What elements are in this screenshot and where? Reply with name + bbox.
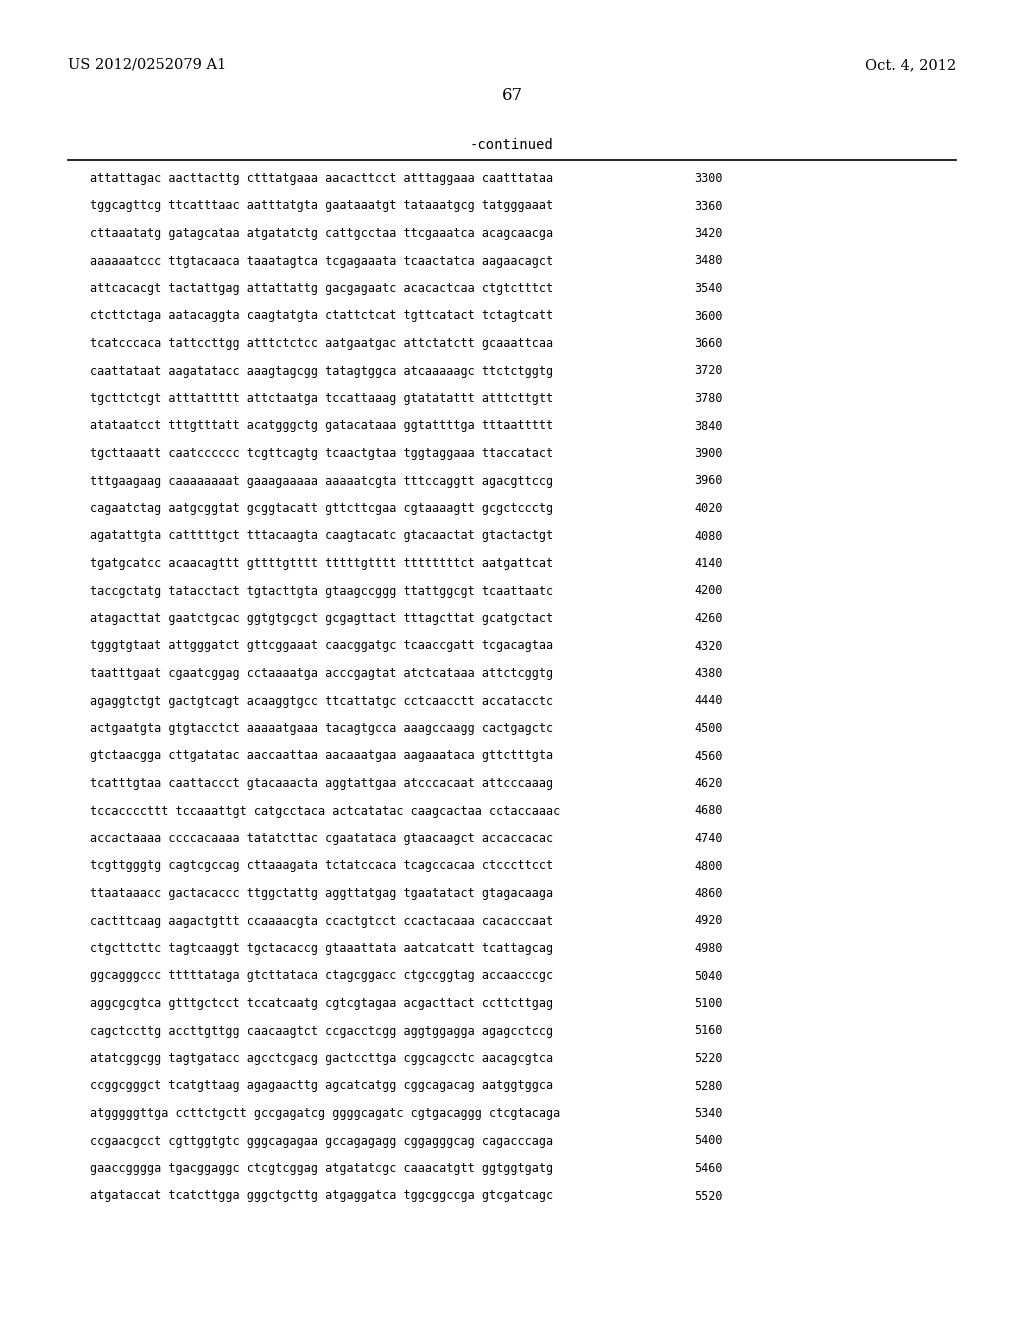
Text: cagaatctag aatgcggtat gcggtacatt gttcttcgaa cgtaaaagtt gcgctccctg: cagaatctag aatgcggtat gcggtacatt gttcttc… bbox=[90, 502, 553, 515]
Text: 4620: 4620 bbox=[694, 777, 723, 789]
Text: gtctaacgga cttgatatac aaccaattaa aacaaatgaa aagaaataca gttctttgta: gtctaacgga cttgatatac aaccaattaa aacaaat… bbox=[90, 750, 553, 763]
Text: 4200: 4200 bbox=[694, 585, 723, 598]
Text: atatcggcgg tagtgatacc agcctcgacg gactccttga cggcagcctc aacagcgtca: atatcggcgg tagtgatacc agcctcgacg gactcct… bbox=[90, 1052, 553, 1065]
Text: ccggcgggct tcatgttaag agagaacttg agcatcatgg cggcagacag aatggtggca: ccggcgggct tcatgttaag agagaacttg agcatca… bbox=[90, 1080, 553, 1093]
Text: 4980: 4980 bbox=[694, 942, 723, 954]
Text: 5100: 5100 bbox=[694, 997, 723, 1010]
Text: accactaaaa ccccacaaaa tatatcttac cgaatataca gtaacaagct accaccacac: accactaaaa ccccacaaaa tatatcttac cgaatat… bbox=[90, 832, 553, 845]
Text: -continued: -continued bbox=[470, 139, 554, 152]
Text: 5340: 5340 bbox=[694, 1107, 723, 1119]
Text: 5040: 5040 bbox=[694, 969, 723, 982]
Text: 3600: 3600 bbox=[694, 309, 723, 322]
Text: 3660: 3660 bbox=[694, 337, 723, 350]
Text: tggcagttcg ttcatttaac aatttatgta gaataaatgt tataaatgcg tatgggaaat: tggcagttcg ttcatttaac aatttatgta gaataaa… bbox=[90, 199, 553, 213]
Text: ctcttctaga aatacaggta caagtatgta ctattctcat tgttcatact tctagtcatt: ctcttctaga aatacaggta caagtatgta ctattct… bbox=[90, 309, 553, 322]
Text: ctgcttcttc tagtcaaggt tgctacaccg gtaaattata aatcatcatt tcattagcag: ctgcttcttc tagtcaaggt tgctacaccg gtaaatt… bbox=[90, 942, 553, 954]
Text: 5520: 5520 bbox=[694, 1189, 723, 1203]
Text: 5220: 5220 bbox=[694, 1052, 723, 1065]
Text: cttaaatatg gatagcataa atgatatctg cattgcctaa ttcgaaatca acagcaacga: cttaaatatg gatagcataa atgatatctg cattgcc… bbox=[90, 227, 553, 240]
Text: 4800: 4800 bbox=[694, 859, 723, 873]
Text: 4500: 4500 bbox=[694, 722, 723, 735]
Text: 3300: 3300 bbox=[694, 172, 723, 185]
Text: atataatcct tttgtttatt acatgggctg gatacataaa ggtattttga tttaattttt: atataatcct tttgtttatt acatgggctg gatacat… bbox=[90, 420, 553, 433]
Text: 3960: 3960 bbox=[694, 474, 723, 487]
Text: tcatcccaca tattccttgg atttctctcc aatgaatgac attctatctt gcaaattcaa: tcatcccaca tattccttgg atttctctcc aatgaat… bbox=[90, 337, 553, 350]
Text: tcatttgtaa caattaccct gtacaaacta aggtattgaa atcccacaat attcccaaag: tcatttgtaa caattaccct gtacaaacta aggtatt… bbox=[90, 777, 553, 789]
Text: 5280: 5280 bbox=[694, 1080, 723, 1093]
Text: caattataat aagatatacc aaagtagcgg tatagtggca atcaaaaagc ttctctggtg: caattataat aagatatacc aaagtagcgg tatagtg… bbox=[90, 364, 553, 378]
Text: taccgctatg tatacctact tgtacttgta gtaagccggg ttattggcgt tcaattaatc: taccgctatg tatacctact tgtacttgta gtaagcc… bbox=[90, 585, 553, 598]
Text: US 2012/0252079 A1: US 2012/0252079 A1 bbox=[68, 58, 226, 73]
Text: actgaatgta gtgtacctct aaaaatgaaa tacagtgcca aaagccaagg cactgagctc: actgaatgta gtgtacctct aaaaatgaaa tacagtg… bbox=[90, 722, 553, 735]
Text: tttgaagaag caaaaaaaat gaaagaaaaa aaaaatcgta tttccaggtt agacgttccg: tttgaagaag caaaaaaaat gaaagaaaaa aaaaatc… bbox=[90, 474, 553, 487]
Text: 4320: 4320 bbox=[694, 639, 723, 652]
Text: 4140: 4140 bbox=[694, 557, 723, 570]
Text: 3360: 3360 bbox=[694, 199, 723, 213]
Text: 4080: 4080 bbox=[694, 529, 723, 543]
Text: attcacacgt tactattgag attattattg gacgagaatc acacactcaa ctgtctttct: attcacacgt tactattgag attattattg gacgaga… bbox=[90, 282, 553, 294]
Text: tgcttaaatt caatcccccc tcgttcagtg tcaactgtaa tggtaggaaa ttaccatact: tgcttaaatt caatcccccc tcgttcagtg tcaactg… bbox=[90, 447, 553, 459]
Text: 3480: 3480 bbox=[694, 255, 723, 268]
Text: 3540: 3540 bbox=[694, 282, 723, 294]
Text: atagacttat gaatctgcac ggtgtgcgct gcgagttact tttagcttat gcatgctact: atagacttat gaatctgcac ggtgtgcgct gcgagtt… bbox=[90, 612, 553, 624]
Text: cagctccttg accttgttgg caacaagtct ccgacctcgg aggtggagga agagcctccg: cagctccttg accttgttgg caacaagtct ccgacct… bbox=[90, 1024, 553, 1038]
Text: ggcagggccc tttttataga gtcttataca ctagcggacc ctgccggtag accaacccgc: ggcagggccc tttttataga gtcttataca ctagcgg… bbox=[90, 969, 553, 982]
Text: agatattgta catttttgct tttacaagta caagtacatc gtacaactat gtactactgt: agatattgta catttttgct tttacaagta caagtac… bbox=[90, 529, 553, 543]
Text: 4680: 4680 bbox=[694, 804, 723, 817]
Text: agaggtctgt gactgtcagt acaaggtgcc ttcattatgc cctcaacctt accatacctc: agaggtctgt gactgtcagt acaaggtgcc ttcatta… bbox=[90, 694, 553, 708]
Text: attattagac aacttacttg ctttatgaaa aacacttcct atttaggaaa caatttataa: attattagac aacttacttg ctttatgaaa aacactt… bbox=[90, 172, 553, 185]
Text: 3780: 3780 bbox=[694, 392, 723, 405]
Text: 4920: 4920 bbox=[694, 915, 723, 928]
Text: taatttgaat cgaatcggag cctaaaatga acccgagtat atctcataaa attctcggtg: taatttgaat cgaatcggag cctaaaatga acccgag… bbox=[90, 667, 553, 680]
Text: aaaaaatccc ttgtacaaca taaatagtca tcgagaaata tcaactatca aagaacagct: aaaaaatccc ttgtacaaca taaatagtca tcgagaa… bbox=[90, 255, 553, 268]
Text: 67: 67 bbox=[502, 87, 522, 103]
Text: tgggtgtaat attgggatct gttcggaaat caacggatgc tcaaccgatt tcgacagtaa: tgggtgtaat attgggatct gttcggaaat caacgga… bbox=[90, 639, 553, 652]
Text: 5460: 5460 bbox=[694, 1162, 723, 1175]
Text: ccgaacgcct cgttggtgtc gggcagagaa gccagagagg cggagggcag cagacccaga: ccgaacgcct cgttggtgtc gggcagagaa gccagag… bbox=[90, 1134, 553, 1147]
Text: 5160: 5160 bbox=[694, 1024, 723, 1038]
Text: 4860: 4860 bbox=[694, 887, 723, 900]
Text: 4560: 4560 bbox=[694, 750, 723, 763]
Text: 4380: 4380 bbox=[694, 667, 723, 680]
Text: 3720: 3720 bbox=[694, 364, 723, 378]
Text: 4440: 4440 bbox=[694, 694, 723, 708]
Text: 5400: 5400 bbox=[694, 1134, 723, 1147]
Text: tgcttctcgt atttattttt attctaatga tccattaaag gtatatattt atttcttgtt: tgcttctcgt atttattttt attctaatga tccatta… bbox=[90, 392, 553, 405]
Text: Oct. 4, 2012: Oct. 4, 2012 bbox=[865, 58, 956, 73]
Text: atgataccat tcatcttgga gggctgcttg atgaggatca tggcggccga gtcgatcagc: atgataccat tcatcttgga gggctgcttg atgagga… bbox=[90, 1189, 553, 1203]
Text: ttaataaacc gactacaccc ttggctattg aggttatgag tgaatatact gtagacaaga: ttaataaacc gactacaccc ttggctattg aggttat… bbox=[90, 887, 553, 900]
Text: tccaccccttt tccaaattgt catgcctaca actcatatac caagcactaa cctaccaaac: tccaccccttt tccaaattgt catgcctaca actcat… bbox=[90, 804, 560, 817]
Text: tgatgcatcc acaacagttt gttttgtttt tttttgtttt ttttttttct aatgattcat: tgatgcatcc acaacagttt gttttgtttt tttttgt… bbox=[90, 557, 553, 570]
Text: gaaccgggga tgacggaggc ctcgtcggag atgatatcgc caaacatgtt ggtggtgatg: gaaccgggga tgacggaggc ctcgtcggag atgatat… bbox=[90, 1162, 553, 1175]
Text: 3900: 3900 bbox=[694, 447, 723, 459]
Text: 4740: 4740 bbox=[694, 832, 723, 845]
Text: 4020: 4020 bbox=[694, 502, 723, 515]
Text: aggcgcgtca gtttgctcct tccatcaatg cgtcgtagaa acgacttact ccttcttgag: aggcgcgtca gtttgctcct tccatcaatg cgtcgta… bbox=[90, 997, 553, 1010]
Text: 3840: 3840 bbox=[694, 420, 723, 433]
Text: atgggggttga ccttctgctt gccgagatcg ggggcagatc cgtgacaggg ctcgtacaga: atgggggttga ccttctgctt gccgagatcg ggggca… bbox=[90, 1107, 560, 1119]
Text: cactttcaag aagactgttt ccaaaacgta ccactgtcct ccactacaaa cacacccaat: cactttcaag aagactgttt ccaaaacgta ccactgt… bbox=[90, 915, 553, 928]
Text: tcgttgggtg cagtcgccag cttaaagata tctatccaca tcagccacaa ctcccttcct: tcgttgggtg cagtcgccag cttaaagata tctatcc… bbox=[90, 859, 553, 873]
Text: 3420: 3420 bbox=[694, 227, 723, 240]
Text: 4260: 4260 bbox=[694, 612, 723, 624]
